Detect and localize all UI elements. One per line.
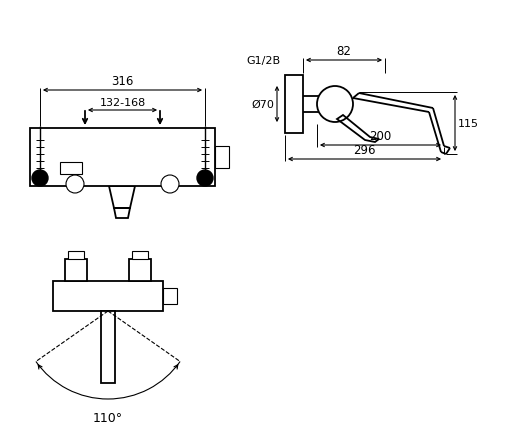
Bar — [60, 163, 82, 174]
Text: 200: 200 — [369, 130, 392, 143]
Text: G1/2B: G1/2B — [246, 56, 280, 66]
Circle shape — [161, 176, 179, 194]
Bar — [101, 311, 115, 383]
Circle shape — [66, 176, 84, 194]
Text: 115: 115 — [458, 119, 479, 129]
Bar — [53, 281, 163, 311]
Bar — [65, 260, 87, 281]
Bar — [215, 147, 229, 169]
Text: 82: 82 — [336, 45, 352, 58]
Bar — [68, 251, 84, 260]
Circle shape — [197, 171, 213, 187]
Bar — [30, 129, 215, 187]
Bar — [163, 288, 177, 304]
Text: 316: 316 — [111, 75, 134, 88]
Text: 132-168: 132-168 — [99, 98, 146, 108]
Text: Ø70: Ø70 — [251, 100, 274, 110]
Bar — [285, 76, 303, 134]
Text: 110°: 110° — [93, 411, 123, 424]
Bar — [129, 260, 151, 281]
Circle shape — [317, 87, 353, 123]
Bar — [132, 251, 148, 260]
Circle shape — [32, 171, 48, 187]
Text: 296: 296 — [353, 144, 376, 157]
